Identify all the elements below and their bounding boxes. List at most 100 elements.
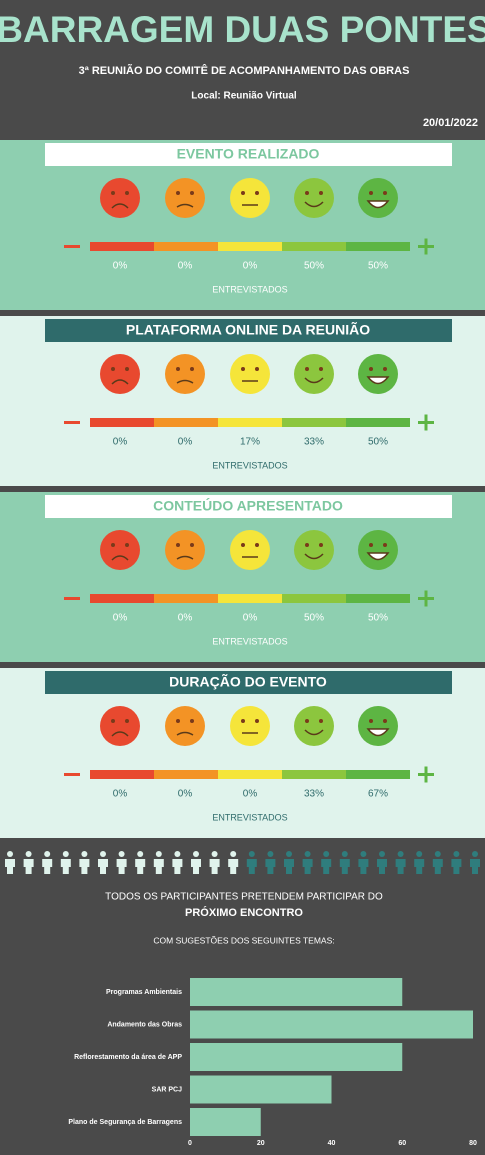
face [358,706,398,746]
face-eye [125,367,129,371]
person-body [172,859,183,874]
person-head [174,851,181,857]
rating-label: 0% [113,437,128,448]
face [100,178,140,218]
face [100,354,140,394]
face-eye [305,191,309,195]
section-title: PLATAFORMA ONLINE DA REUNIÃO [126,321,370,338]
person-body [191,859,201,874]
face-eye [369,719,373,723]
face-mouth [304,729,324,736]
person-head [360,851,367,857]
person-head [248,851,255,857]
face-eye [125,543,129,547]
person-body [79,859,90,874]
person-head [25,851,32,857]
face-circle [358,706,398,746]
face [165,530,205,570]
person-icon [451,851,462,874]
bar [190,1043,403,1071]
face-eye [190,719,194,723]
face-eye [176,719,180,723]
scale-segment [346,242,410,251]
scale-segment [282,594,346,603]
category-label: SAR PCJ [152,1086,182,1093]
person-head [230,851,237,857]
face [165,354,205,394]
person-body [302,859,313,874]
scale-segment [154,418,218,427]
face-eye [369,191,373,195]
person-icon [470,851,480,874]
face-eye [111,191,115,195]
face-eye [241,719,245,723]
section-title: DURAÇÃO DO EVENTO [169,673,327,690]
person-icon [432,851,443,874]
face-circle [100,178,140,218]
person-icon [5,851,15,874]
rating-label: 0% [113,613,128,624]
person-body [432,859,443,874]
face [165,706,205,746]
face-mouth [111,555,129,561]
face-eye [319,543,323,547]
person-head [323,851,330,857]
face-circle [294,706,334,746]
person-body [395,859,406,874]
caption: ENTREVISTADOS [212,636,287,646]
person-head [397,851,404,857]
scale-segment [218,770,282,779]
person-body [339,859,350,874]
person-icon [358,851,369,874]
rating-label: 0% [178,789,193,800]
scale-segment [154,770,218,779]
face-eye [305,543,309,547]
person-body [153,859,164,874]
face-eye [255,719,259,723]
rating-label: 17% [240,437,260,448]
person-icon [395,851,406,874]
subtitle: 3ª REUNIÃO DO COMITÊ DE ACOMPANHAMENTO D… [79,64,410,77]
person-icon [414,851,425,874]
face-circle [358,530,398,570]
section-title-box [45,671,452,694]
location: Local: Reunião Virtual [191,91,297,102]
caption: ENTREVISTADOS [212,284,287,294]
person-body [377,859,387,874]
rating-label: 33% [304,789,324,800]
title: BARRAGEM DUAS PONTES [0,9,485,50]
face-eye [190,543,194,547]
minus [64,421,80,424]
category-label: Plano de Segurança de Barragens [68,1119,182,1126]
rating-label: 0% [243,261,258,272]
person-head [155,851,162,857]
plus [418,414,434,431]
person-head [137,851,144,857]
face-circle [358,354,398,394]
person-body [451,859,462,874]
face-mouth [366,376,390,385]
person-head [7,851,13,857]
person-icon [135,851,146,874]
rating-label: 33% [304,437,324,448]
face-circle [100,354,140,394]
face-eye [255,191,259,195]
face-circle [294,354,334,394]
face-circle [294,178,334,218]
x-tick-label: 40 [328,1140,336,1147]
person-icon [321,851,332,874]
plus [418,238,434,255]
person-head [341,851,348,857]
face-circle [165,706,205,746]
face [294,706,334,746]
person-icon [23,851,34,874]
face [230,354,270,394]
scale-segment [90,418,154,427]
person-head [286,851,292,857]
face-mouth [304,553,324,560]
category-label: Reflorestamento da área de APP [74,1054,182,1061]
face-circle [230,178,270,218]
bar [190,1075,332,1104]
rating-label: 0% [113,261,128,272]
